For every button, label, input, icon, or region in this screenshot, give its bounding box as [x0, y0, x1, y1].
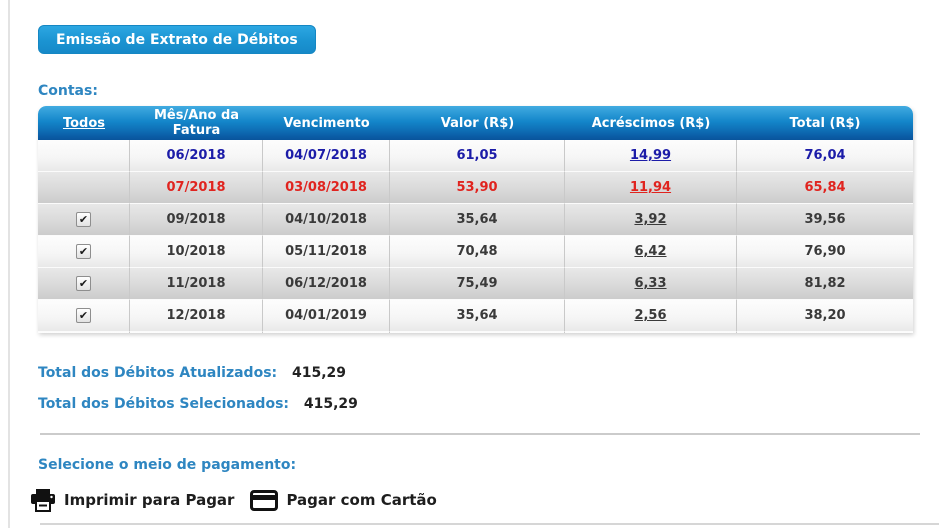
valor-cell: 75,49 — [390, 268, 565, 300]
header-todos: Todos — [38, 106, 130, 140]
divider-top — [40, 433, 920, 435]
vencimento-cell: 04/07/2018 — [263, 140, 390, 172]
payment-option-label: Imprimir para Pagar — [64, 491, 235, 509]
row-select-cell: ✔ — [38, 300, 130, 332]
vencimento-cell: 05/11/2018 — [263, 236, 390, 268]
mes-ano-cell: 06/2018 — [130, 140, 263, 172]
row-select-cell — [38, 172, 130, 204]
total-cell: 39,56 — [737, 204, 913, 236]
valor-cell: 35,64 — [390, 204, 565, 236]
imprimir-para-pagar-link[interactable]: Imprimir para Pagar — [30, 488, 234, 512]
row-select-cell: ✔ — [38, 204, 130, 236]
pagar-com-cartao-link[interactable]: Pagar com Cartão — [250, 489, 437, 511]
table-header-row: Todos Mês/Ano da Fatura Vencimento Valor… — [38, 106, 913, 140]
header-acrescimos: Acréscimos (R$) — [565, 106, 737, 140]
row-select-cell: ✔ — [38, 268, 130, 300]
vencimento-cell: 04/10/2018 — [263, 204, 390, 236]
acrescimos-cell: 11,94 — [565, 172, 737, 204]
acrescimos-link[interactable]: 11,94 — [629, 180, 672, 195]
vencimento-cell: 03/08/2018 — [263, 172, 390, 204]
mes-ano-cell: 10/2018 — [130, 236, 263, 268]
mes-ano-cell: 12/2018 — [130, 300, 263, 332]
total-atualizados-line: Total dos Débitos Atualizados: 415,29 — [38, 365, 346, 381]
row-checkbox[interactable]: ✔ — [76, 276, 91, 291]
acrescimos-cell: 3,92 — [565, 204, 737, 236]
table-row: 06/2018 04/07/2018 61,05 14,99 76,04 — [38, 140, 913, 172]
row-checkbox[interactable]: ✔ — [76, 212, 91, 227]
total-cell: 76,04 — [737, 140, 913, 172]
valor-cell: 70,48 — [390, 236, 565, 268]
acrescimos-cell: 2,56 — [565, 300, 737, 332]
acrescimos-link[interactable]: 6,33 — [634, 276, 667, 291]
table-row: 07/2018 03/08/2018 53,90 11,94 65,84 — [38, 172, 913, 204]
acrescimos-cell: 14,99 — [565, 140, 737, 172]
select-all-link[interactable]: Todos — [62, 115, 106, 131]
contas-label: Contas: — [38, 83, 98, 99]
emissao-extrato-button[interactable]: Emissão de Extrato de Débitos — [38, 25, 316, 54]
total-selecionados-line: Total dos Débitos Selecionados: 415,29 — [38, 396, 358, 412]
total-cell: 81,82 — [737, 268, 913, 300]
header-valor: Valor (R$) — [390, 106, 565, 140]
left-border-line — [8, 0, 10, 528]
acrescimos-cell: 6,42 — [565, 236, 737, 268]
header-vencimento: Vencimento — [263, 106, 390, 140]
credit-card-icon — [250, 489, 279, 511]
acrescimos-cell: 6,33 — [565, 268, 737, 300]
row-select-cell: ✔ — [38, 236, 130, 268]
valor-cell: 61,05 — [390, 140, 565, 172]
valor-cell: 35,64 — [390, 300, 565, 332]
contas-table: Todos Mês/Ano da Fatura Vencimento Valor… — [38, 106, 913, 333]
printer-icon — [30, 488, 56, 512]
payment-heading: Selecione o meio de pagamento: — [38, 457, 297, 473]
divider-bottom — [40, 523, 939, 525]
acrescimos-link[interactable]: 14,99 — [629, 148, 672, 163]
total-cell: 76,90 — [737, 236, 913, 268]
row-checkbox[interactable]: ✔ — [76, 308, 91, 323]
total-cell: 65,84 — [737, 172, 913, 204]
row-checkbox[interactable]: ✔ — [76, 244, 91, 259]
table-row: ✔ 09/2018 04/10/2018 35,64 3,92 39,56 — [38, 204, 913, 236]
table-row: ✔ 12/2018 04/01/2019 35,64 2,56 38,20 — [38, 300, 913, 332]
vencimento-cell: 06/12/2018 — [263, 268, 390, 300]
mes-ano-cell: 11/2018 — [130, 268, 263, 300]
acrescimos-link[interactable]: 3,92 — [634, 212, 667, 227]
total-atualizados-value: 415,29 — [292, 365, 347, 381]
header-mes-ano: Mês/Ano da Fatura — [130, 106, 263, 140]
row-select-cell — [38, 140, 130, 172]
contas-table-body: 06/2018 04/07/2018 61,05 14,99 76,04 07/2018 0… — [38, 140, 913, 333]
total-selecionados-label: Total dos Débitos Selecionados: — [38, 396, 289, 412]
total-selecionados-value: 415,29 — [303, 396, 358, 412]
total-atualizados-label: Total dos Débitos Atualizados: — [38, 365, 278, 381]
vencimento-cell: 04/01/2019 — [263, 300, 390, 332]
table-row-partial — [38, 332, 913, 333]
mes-ano-cell: 07/2018 — [130, 172, 263, 204]
header-total: Total (R$) — [737, 106, 913, 140]
mes-ano-cell: 09/2018 — [130, 204, 263, 236]
acrescimos-link[interactable]: 6,42 — [634, 244, 667, 259]
payment-option-label: Pagar com Cartão — [286, 491, 437, 509]
acrescimos-link[interactable]: 2,56 — [634, 308, 667, 323]
table-row: ✔ 11/2018 06/12/2018 75,49 6,33 81,82 — [38, 268, 913, 300]
table-row: ✔ 10/2018 05/11/2018 70,48 6,42 76,90 — [38, 236, 913, 268]
total-cell: 38,20 — [737, 300, 913, 332]
payment-options: Imprimir para Pagar Pagar com Cartão — [30, 488, 453, 512]
valor-cell: 53,90 — [390, 172, 565, 204]
